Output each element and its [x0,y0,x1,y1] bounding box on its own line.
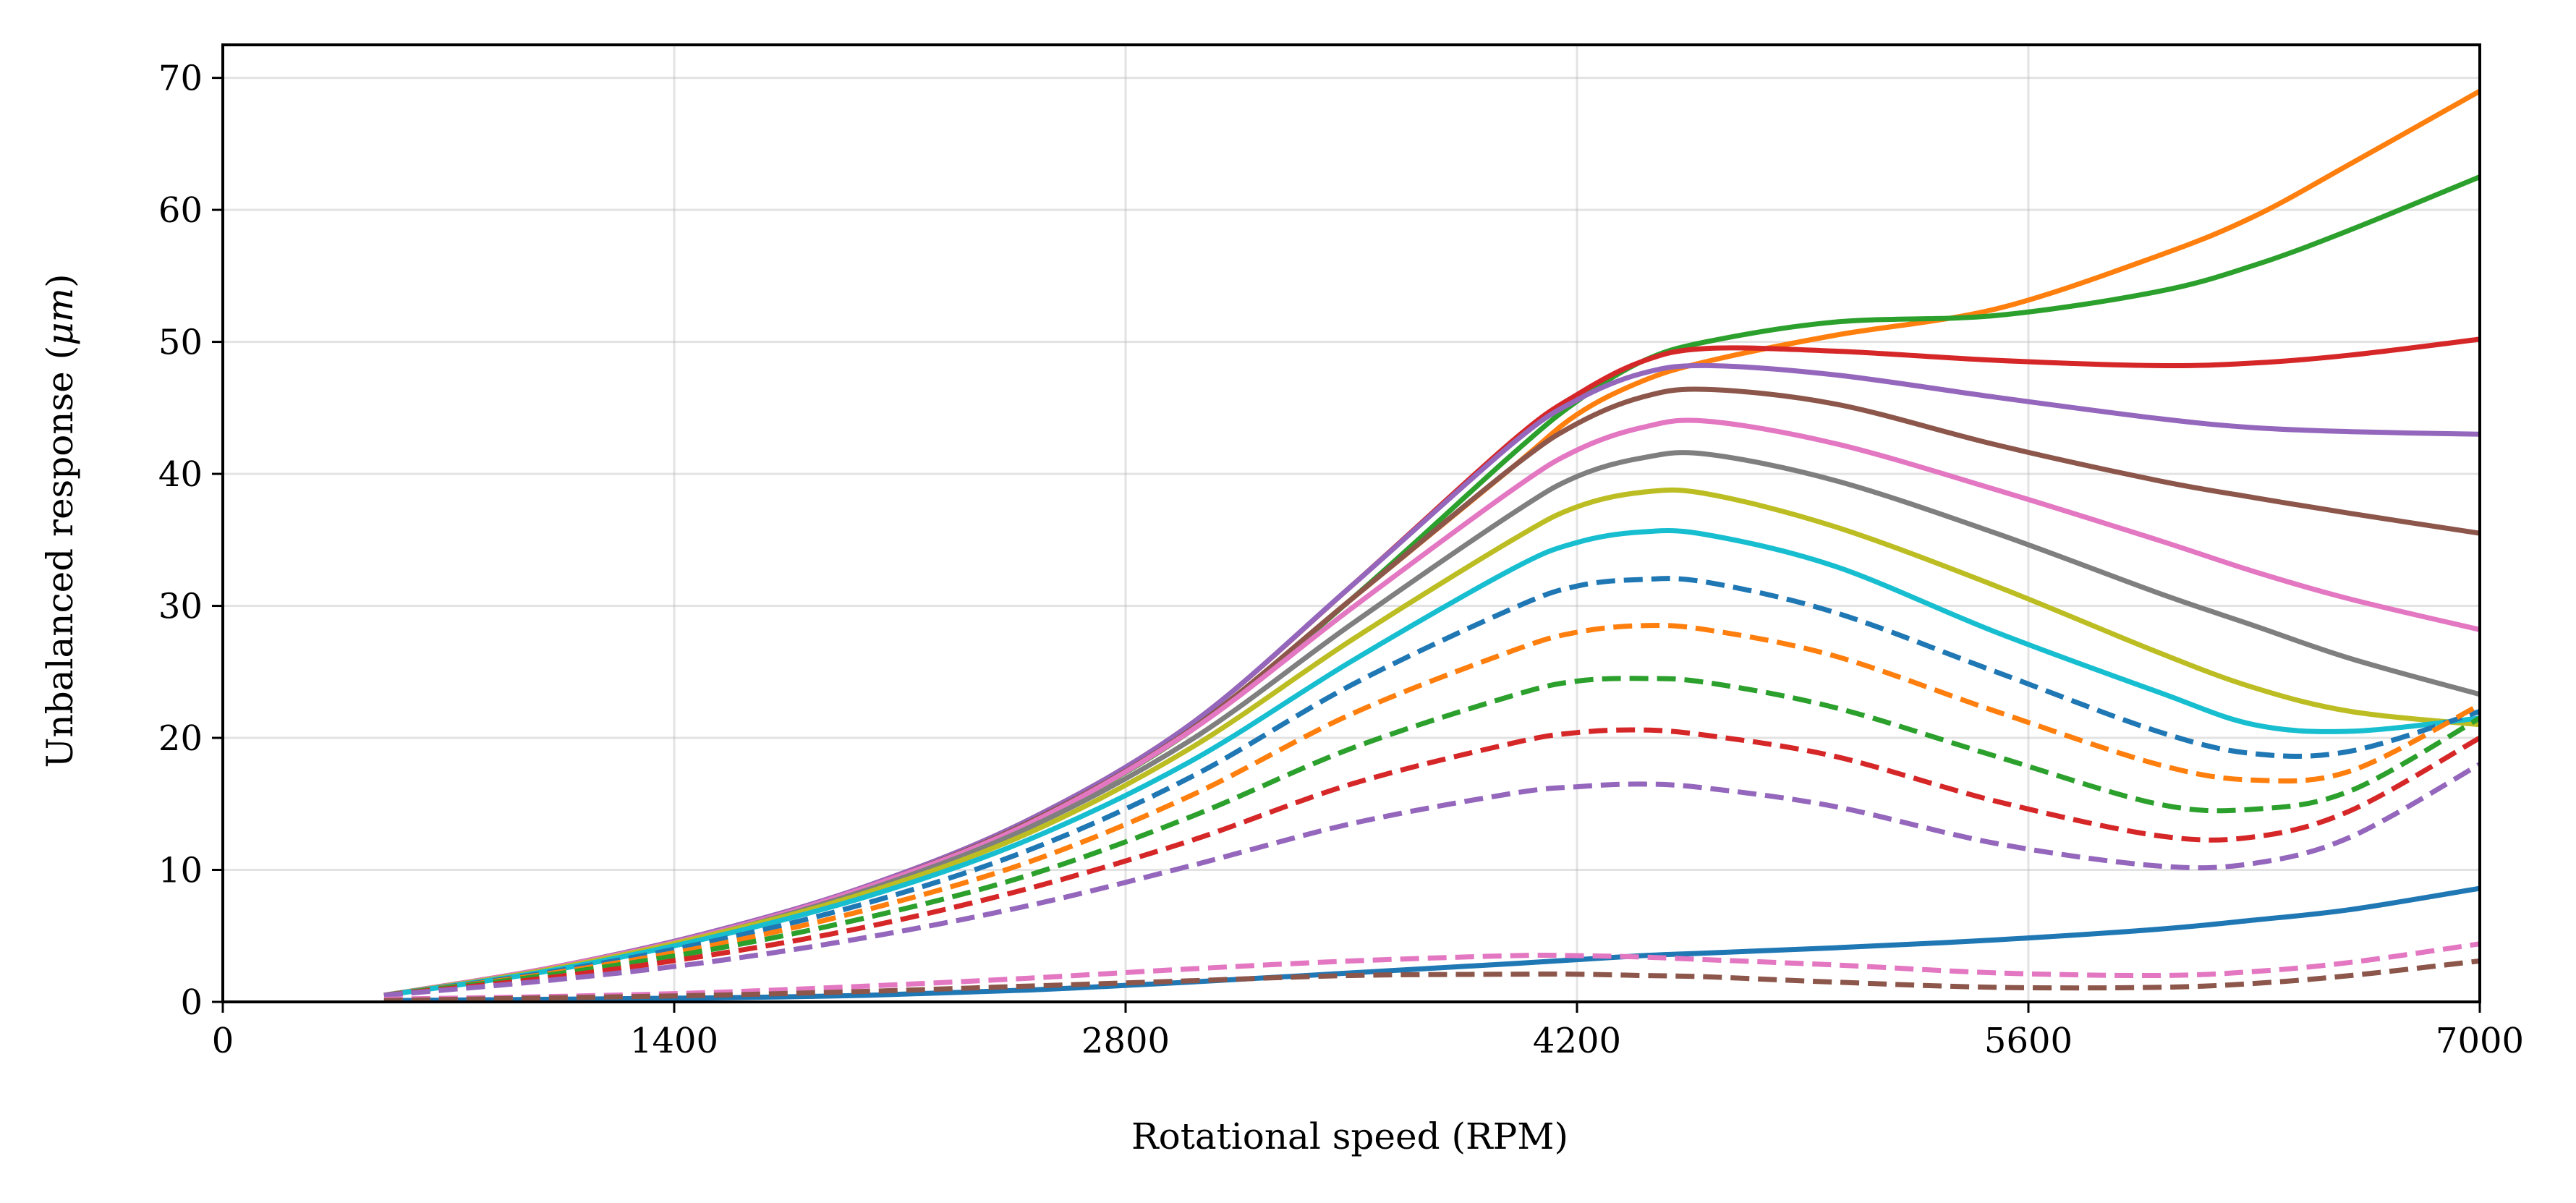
series-line-8 [383,487,2481,998]
series-line-13 [383,727,2481,998]
y-axis-label-unit: μm [39,288,81,346]
y-tick-label: 30 [158,587,203,627]
y-tick-label: 50 [158,323,203,363]
y-axis-label-suffix: ) [39,273,81,288]
series-line-16 [383,941,2481,1002]
series-line-11 [383,623,2481,998]
x-tick-label: 4200 [1533,1021,1621,1061]
y-tick-label: 0 [180,982,203,1023]
series-line-17 [383,958,2481,1003]
series-line-10 [383,576,2481,998]
x-tick-label: 0 [212,1021,234,1061]
y-axis-label-prefix: Unbalanced response ( [39,346,81,768]
x-tick-label: 2800 [1081,1021,1170,1061]
series-line-15 [383,885,2481,1003]
series-line-12 [383,676,2481,998]
y-axis-ticks: 0 10 20 30 40 50 60 70 [158,59,223,1023]
series-line-9 [383,528,2481,998]
y-tick-label: 20 [158,718,203,759]
x-tick-label: 7000 [2436,1021,2524,1061]
x-axis-label: Rotational speed (RPM) [1131,1115,1568,1157]
x-axis-ticks: 0 1400 2800 4200 5600 7000 [212,1002,2524,1061]
y-axis-label: Unbalanced response (μm) [39,273,81,768]
x-tick-label: 5600 [1984,1021,2073,1061]
y-tick-label: 10 [158,851,203,891]
y-tick-label: 70 [158,59,203,99]
y-tick-label: 40 [158,454,203,495]
plot-frame [221,43,2481,1003]
x-tick-label: 1400 [630,1021,718,1061]
y-tick-label: 60 [158,190,203,231]
series-layer [383,88,2481,1003]
